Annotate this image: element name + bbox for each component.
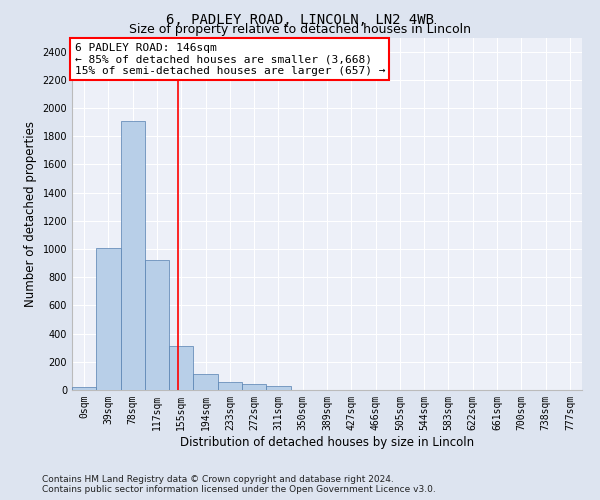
Text: Contains HM Land Registry data © Crown copyright and database right 2024.
Contai: Contains HM Land Registry data © Crown c… [42, 474, 436, 494]
Bar [218, 382, 242, 390]
Bar [242, 384, 266, 390]
Bar [169, 346, 193, 390]
Bar [145, 260, 169, 390]
Bar [193, 374, 218, 390]
Bar [72, 387, 96, 390]
Bar [96, 248, 121, 390]
X-axis label: Distribution of detached houses by size in Lincoln: Distribution of detached houses by size … [180, 436, 474, 448]
Bar [121, 120, 145, 390]
Text: Size of property relative to detached houses in Lincoln: Size of property relative to detached ho… [129, 24, 471, 36]
Bar [266, 386, 290, 390]
Text: 6, PADLEY ROAD, LINCOLN, LN2 4WB: 6, PADLEY ROAD, LINCOLN, LN2 4WB [166, 12, 434, 26]
Y-axis label: Number of detached properties: Number of detached properties [24, 120, 37, 306]
Text: 6 PADLEY ROAD: 146sqm
← 85% of detached houses are smaller (3,668)
15% of semi-d: 6 PADLEY ROAD: 146sqm ← 85% of detached … [74, 43, 385, 76]
